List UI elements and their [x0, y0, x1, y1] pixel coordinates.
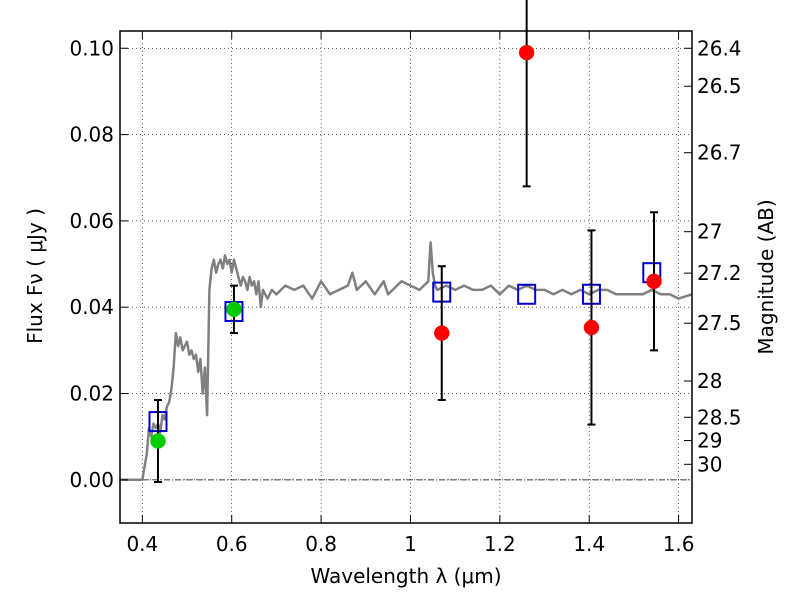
right-tick-label: 27.2 [697, 261, 742, 285]
y-tick-label: 0.00 [69, 468, 114, 492]
observed-flux-point [226, 301, 242, 318]
x-tick-label: 1.4 [573, 532, 605, 556]
right-tick-label: 28.5 [697, 405, 742, 429]
observed-flux-point [150, 433, 166, 449]
right-tick-label: 27 [697, 220, 722, 244]
model-spectrum-line [120, 241, 693, 482]
y-tick-label: 0.10 [69, 36, 114, 60]
y-tick-label: 0.02 [69, 382, 114, 406]
model-photometry-square [517, 283, 537, 305]
observed-flux-point [583, 319, 600, 336]
x-tick-label: 0.4 [126, 532, 158, 556]
plot-area [120, 0, 693, 483]
right-tick-label: 30 [697, 452, 722, 476]
grid-lines [120, 31, 692, 523]
right-tick-label: 28 [697, 369, 722, 393]
right-tick-label: 26.7 [697, 141, 742, 165]
x-tick-label: 0.6 [216, 532, 248, 556]
right-tick-label: 27.5 [697, 311, 742, 335]
right-tick-label: 26.5 [697, 74, 742, 98]
y-axis-label: Flux Fν ( μJy ) [23, 208, 47, 344]
x-tick-label: 1 [404, 532, 417, 556]
x-tick-label: 1.6 [663, 532, 695, 556]
observed-flux-point [646, 273, 662, 290]
y-tick-label: 0.04 [69, 295, 114, 319]
y-tick-label: 0.08 [69, 123, 114, 147]
x-tick-label: 0.8 [305, 532, 337, 556]
observed-flux-point [434, 325, 450, 341]
y-axis-right-label: Magnitude (AB) [754, 199, 778, 354]
x-axis-label: Wavelength λ (μm) [310, 564, 501, 588]
x-tick-label: 1.2 [484, 532, 516, 556]
right-tick-label: 29 [697, 429, 722, 453]
y-tick-label: 0.06 [69, 209, 114, 233]
observed-flux-point [518, 44, 535, 61]
right-tick-label: 26.4 [697, 36, 742, 60]
axes: 0.4 0.6 0.8 1 1.2 1.4 1.6 0.00 0.02 0.04 0.06 0.08 0… [69, 31, 742, 556]
plot-frame [119, 30, 693, 524]
